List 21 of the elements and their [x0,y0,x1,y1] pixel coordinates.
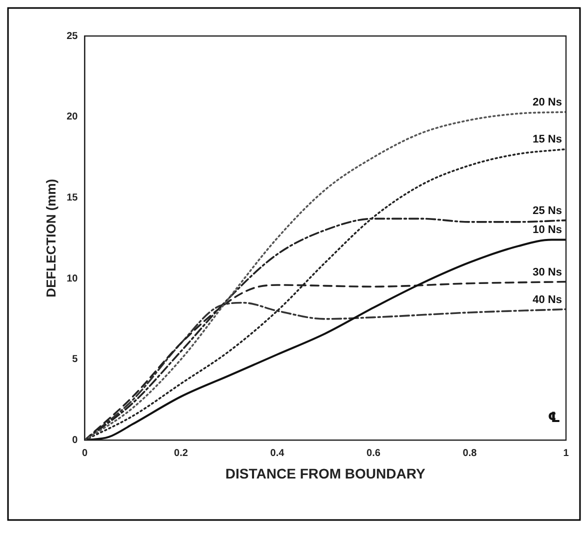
x-tick-label: 0.4 [270,448,285,459]
y-tick-label: 25 [66,30,78,42]
series-label: 40 Ns [532,294,562,306]
y-tick-label: 5 [72,354,78,366]
series-label: 10 Ns [532,224,562,236]
series-label: 20 Ns [532,96,562,109]
annotation: ℄ [548,410,560,426]
series-label: 30 Ns [532,266,562,278]
y-tick-label: 15 [66,192,78,204]
series-label: 25 Ns [532,204,562,217]
x-tick-label: 1 [563,448,570,459]
x-tick-label: 0 [82,448,88,459]
y-tick-label: 20 [66,112,78,123]
x-tick-label: 0.8 [462,448,478,459]
y-tick-label: 10 [66,273,78,284]
x-axis-title: DISTANCE FROM BOUNDARY [225,465,426,482]
y-axis-title: DEFLECTION (mm) [43,178,58,298]
x-tick-label: 0.2 [174,448,188,459]
y-tick-label: 0 [72,434,78,446]
series-label: 15 Ns [532,134,562,146]
x-tick-label: 0.6 [366,448,381,459]
